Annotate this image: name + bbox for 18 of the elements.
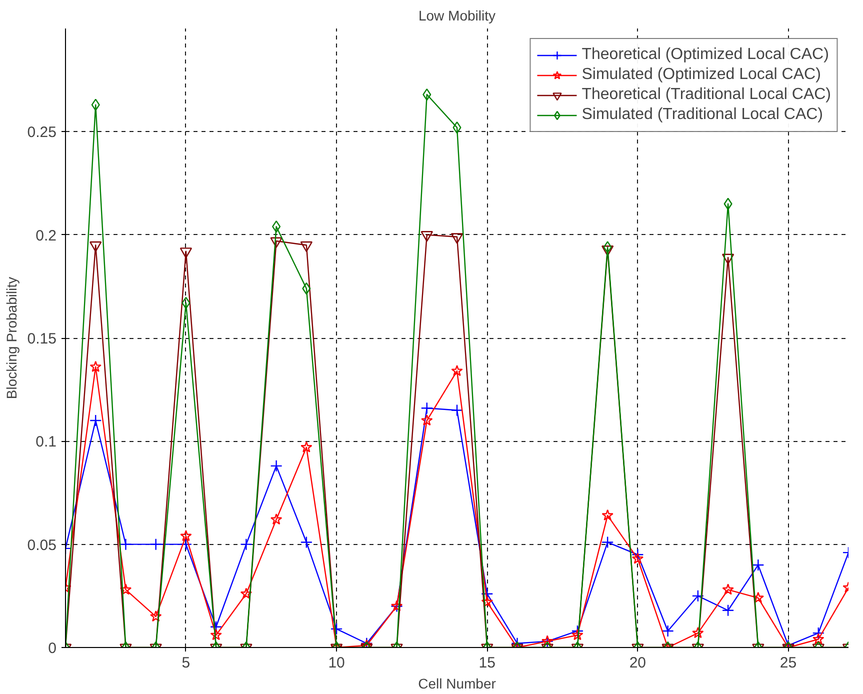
x-axis-title: Cell Number [418,676,496,692]
chart-title: Low Mobility [418,8,496,24]
legend-label: Simulated (Optimized Local CAC) [582,66,821,84]
y-tick-label: 0.1 [36,434,57,451]
x-tick-label: 25 [780,654,797,672]
legend-label: Theoretical (Optimized Local CAC) [582,46,829,64]
y-axis-title: Blocking Probability [3,276,20,400]
legend-label: Simulated (Traditional Local CAC) [582,106,823,124]
y-tick-label: 0 [48,640,56,657]
x-tick-label: 20 [629,654,646,672]
y-tick-label: 0.25 [27,124,57,142]
y-tick-label: 0.05 [27,536,57,554]
y-tick-label: 0.2 [36,227,57,244]
y-tick-label: 0.15 [27,330,57,348]
x-tick-label: 15 [478,654,496,672]
x-tick-label: 5 [182,654,190,672]
legend-label: Theoretical (Traditional Local CAC) [582,86,831,104]
x-tick-label: 10 [328,654,345,672]
